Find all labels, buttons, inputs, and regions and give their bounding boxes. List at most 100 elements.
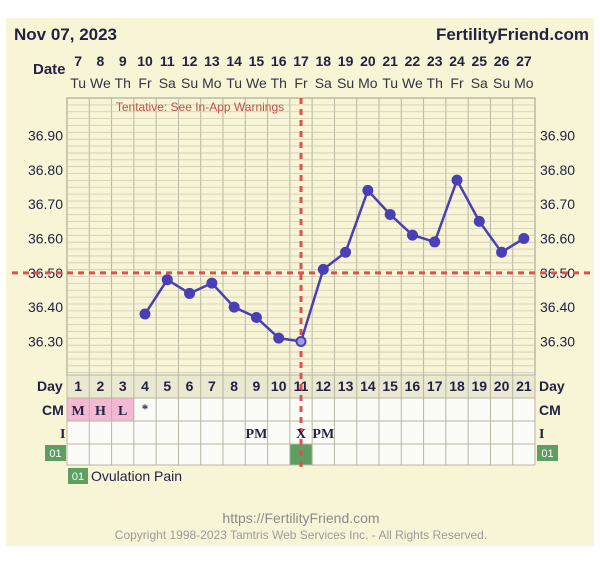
- temperature-point: [429, 236, 441, 248]
- date-label: 15: [249, 53, 265, 69]
- date-label: 12: [182, 53, 198, 69]
- code-badge-right-text: 01: [541, 448, 553, 460]
- cycle-day-label: 21: [516, 378, 532, 394]
- weekday-label: Th: [427, 75, 443, 91]
- y-tick-label-right: 36.30: [540, 334, 575, 350]
- date-label: 21: [382, 53, 398, 69]
- cycle-day-label: 16: [405, 378, 421, 394]
- date-label: 14: [226, 53, 242, 69]
- date-label: 8: [97, 53, 105, 69]
- y-tick-label-left: 36.30: [28, 334, 63, 350]
- weekday-label: Fr: [138, 75, 152, 91]
- date-label: 24: [449, 53, 465, 69]
- y-tick-label-left: 36.60: [28, 231, 63, 247]
- date-label: 25: [471, 53, 487, 69]
- temperature-series: [139, 174, 530, 347]
- temperature-point: [250, 311, 262, 323]
- temperature-point: [184, 287, 196, 299]
- cycle-day-label: 7: [208, 378, 216, 394]
- weekday-label: We: [402, 75, 423, 91]
- temperature-point: [406, 229, 418, 241]
- footer-copyright: Copyright 1998-2023 Tamtris Web Services…: [115, 528, 487, 542]
- code-badge-right: [537, 445, 558, 461]
- weekday-label: Th: [271, 75, 287, 91]
- date-label: 17: [293, 53, 309, 69]
- y-tick-label-right: 36.80: [540, 162, 575, 178]
- date-label: 19: [338, 53, 354, 69]
- temperature-point: [473, 215, 485, 227]
- date-label: 16: [271, 53, 287, 69]
- weekday-label: We: [246, 75, 267, 91]
- code-badge-left-text: 01: [49, 448, 61, 460]
- date-row-label: Date: [33, 61, 66, 78]
- date-label: 22: [405, 53, 421, 69]
- cycle-day-label: 3: [119, 378, 127, 394]
- temperature-point: [206, 277, 218, 289]
- y-tick-label-left: 36.90: [28, 128, 63, 144]
- weekday-label: Tu: [382, 75, 398, 91]
- day-row-label-right: Day: [539, 378, 565, 394]
- cycle-day-label: 14: [360, 378, 376, 394]
- intercourse-value: X: [296, 427, 306, 442]
- cycle-day-label: 6: [186, 378, 194, 394]
- cycle-day-label: 12: [315, 378, 331, 394]
- weekday-label: Mo: [514, 75, 534, 91]
- temperature-point: [273, 332, 285, 344]
- cycle-day-label: 17: [427, 378, 443, 394]
- cycle-day-label: 19: [471, 378, 487, 394]
- weekday-label: Su: [337, 75, 354, 91]
- weekday-label: We: [90, 75, 111, 91]
- cycle-day-label: 10: [271, 378, 287, 394]
- temperature-point: [317, 263, 329, 275]
- legend-label: Ovulation Pain: [91, 468, 182, 484]
- cm-cell-fill: [111, 398, 134, 421]
- weekday-label: Sa: [471, 75, 488, 91]
- y-tick-label-right: 36.50: [540, 265, 575, 281]
- cycle-day-label: 13: [338, 378, 354, 394]
- temperature-point: [295, 336, 307, 347]
- temperature-point: [228, 301, 240, 313]
- ovulation-overlay: [12, 98, 590, 468]
- temperature-point: [384, 208, 396, 220]
- date-label: 9: [119, 53, 127, 69]
- temperature-point: [161, 274, 173, 286]
- date-label: 23: [427, 53, 443, 69]
- day-row-label-left: Day: [37, 378, 63, 394]
- cycle-day-label: 20: [494, 378, 510, 394]
- legend-badge-text: 01: [72, 471, 84, 483]
- date-label: 10: [137, 53, 153, 69]
- temperature-point: [340, 246, 352, 258]
- legend-badge: [68, 468, 88, 484]
- cm-value: H: [95, 404, 106, 419]
- date-label: 27: [516, 53, 532, 69]
- y-tick-label-right: 36.40: [540, 299, 575, 315]
- y-tick-label-left: 36.80: [28, 162, 63, 178]
- weekday-label: Sa: [159, 75, 176, 91]
- temperature-point: [139, 308, 151, 320]
- date-label: 11: [160, 53, 175, 69]
- cycle-day-label: 18: [449, 378, 465, 394]
- cycle-day-label: 4: [141, 378, 149, 394]
- weekday-label: Th: [115, 75, 131, 91]
- date-labels: 7Tu8We9Th10Fr11Sa12Su13Mo14Tu15We16Th17F…: [70, 53, 534, 91]
- y-tick-label-right: 36.60: [540, 231, 575, 247]
- weekday-label: Sa: [315, 75, 332, 91]
- cycle-day-label: 11: [294, 378, 309, 394]
- y-tick-label-right: 36.90: [540, 128, 575, 144]
- bottom-grid: [66, 374, 536, 466]
- date-label: 7: [74, 53, 82, 69]
- weekday-label: Mo: [202, 75, 222, 91]
- i-row-label-right: I: [539, 427, 544, 442]
- weekday-label: Fr: [294, 75, 308, 91]
- cycle-day-label: 15: [382, 378, 398, 394]
- cycle-day-label: 9: [253, 378, 261, 394]
- tentative-warning: Tentative: See In-App Warnings: [116, 100, 284, 114]
- date-label: 13: [204, 53, 220, 69]
- header-date: Nov 07, 2023: [14, 25, 117, 44]
- temperature-point: [451, 174, 463, 186]
- cm-cell-fill: [67, 398, 90, 421]
- weekday-label: Fr: [450, 75, 464, 91]
- footer-url[interactable]: https://FertilityFriend.com: [222, 510, 379, 526]
